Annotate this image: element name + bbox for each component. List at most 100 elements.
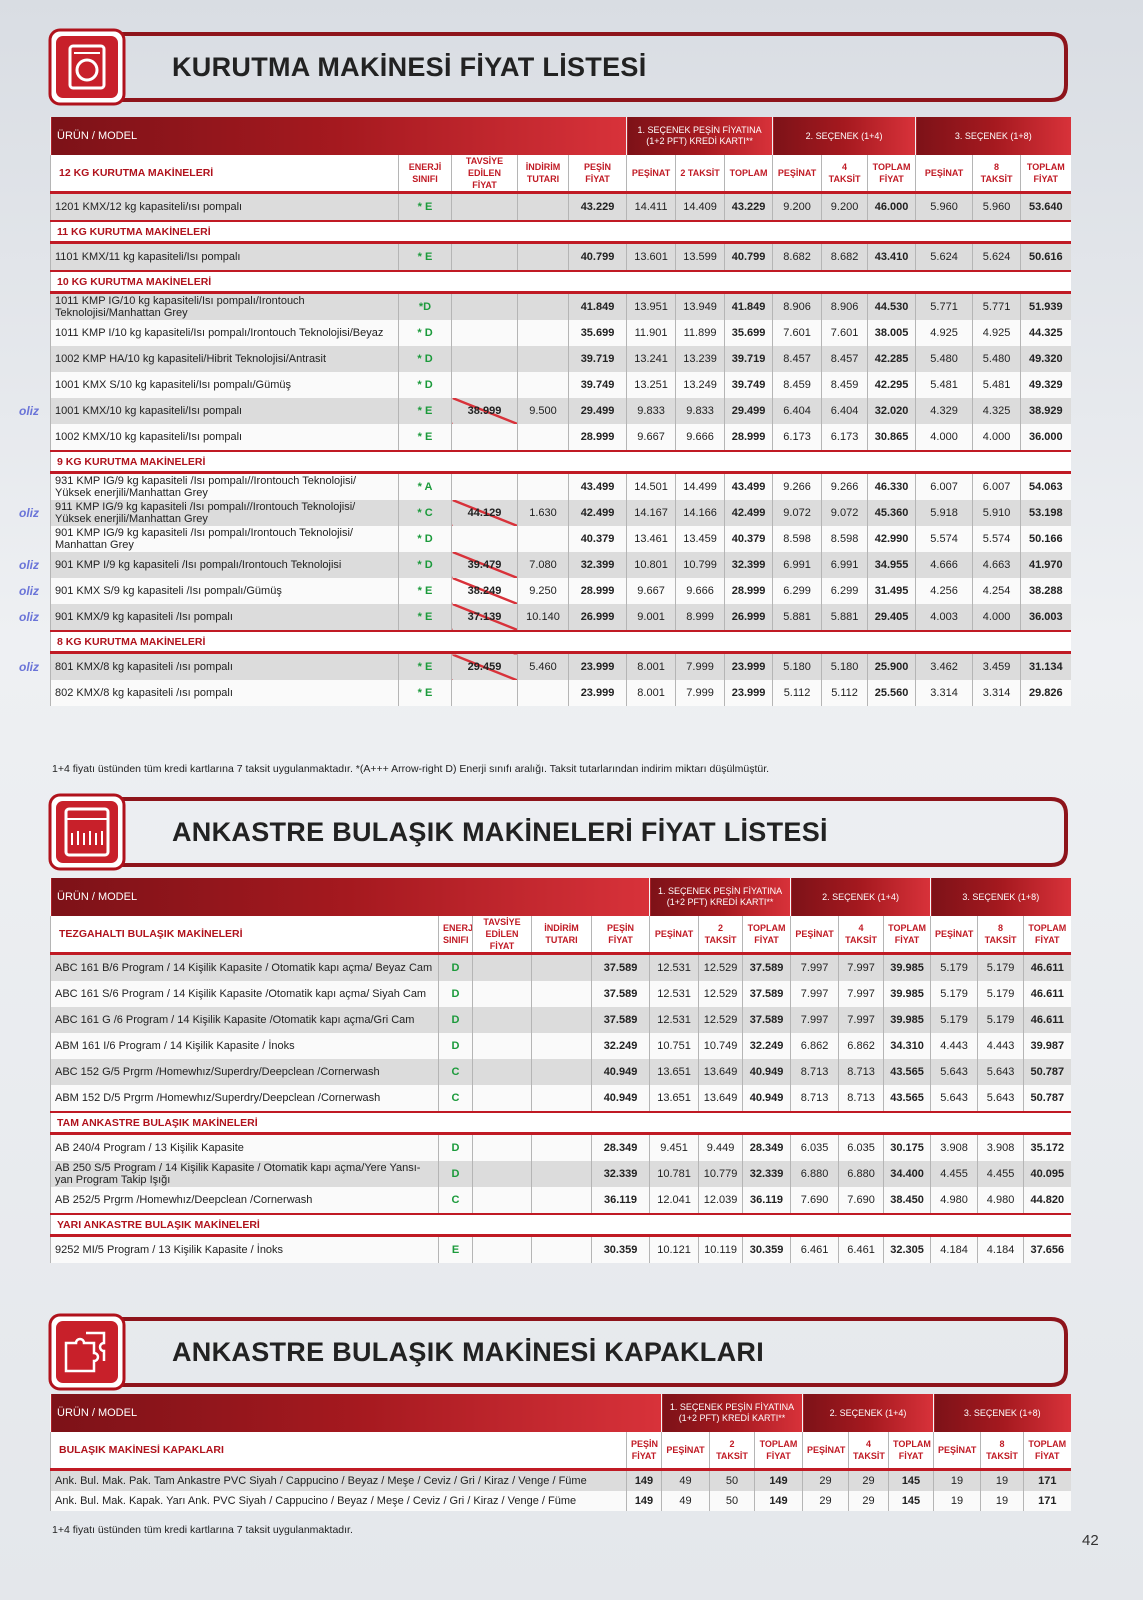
- price-cell: 23.999: [724, 652, 773, 680]
- price-cell: 5.460: [517, 652, 569, 680]
- price-cell: 19: [933, 1491, 981, 1511]
- column-header: PEŞİNAT: [802, 1432, 849, 1471]
- column-header: TOPLAM FİYAT: [742, 916, 791, 955]
- column-header: PEŞİNAT: [661, 1432, 710, 1471]
- price-cell: 35.172: [1023, 1133, 1071, 1161]
- price-cell: 7.997: [838, 1007, 884, 1033]
- price-cell: 6.862: [790, 1033, 839, 1059]
- price-cell: 46.611: [1023, 981, 1071, 1007]
- section-banner: ANKASTRE BULAŞIK MAKİNESİ KAPAKLARI: [46, 1313, 1076, 1393]
- price-cell: 10.140: [517, 604, 569, 631]
- note: 1+4 fiyatı üstünden tüm kredi kartlarına…: [52, 1524, 353, 1536]
- price-cell: 5.179: [930, 953, 978, 981]
- price-cell: 4.443: [977, 1033, 1024, 1059]
- price-cell: 4.000: [972, 424, 1021, 451]
- price-cell: 9.266: [772, 472, 822, 500]
- price-cell: 3.908: [930, 1133, 978, 1161]
- product-row: 901 KMX S/9 kg kapasiteli /Isı pompalı/G…: [19, 578, 1071, 604]
- price-cell: 49: [661, 1469, 710, 1491]
- price-cell: * D: [398, 346, 452, 372]
- price-cell: 13.951: [626, 292, 676, 320]
- price-cell: 4.925: [915, 320, 973, 346]
- price-cell: [517, 424, 569, 451]
- price-cell: 6.007: [915, 472, 973, 500]
- price-cell: 7.997: [790, 953, 839, 981]
- price-cell: 9.266: [821, 472, 868, 500]
- price-cell: 50.616: [1020, 242, 1071, 271]
- price-cell: 9.451: [649, 1133, 699, 1161]
- group-title: YARI ANKASTRE BULAŞIK MAKİNELERİ: [49, 1213, 1071, 1237]
- table-body: ÜRÜN / MODEL 1. SEÇENEK PEŞİN FİYATINA (1…: [50, 1394, 1071, 1511]
- header-option: 1. SEÇENEK PEŞİN FİYATINA (1+2 PFT) KRED…: [661, 1394, 803, 1432]
- price-cell: 4.455: [977, 1161, 1024, 1187]
- table: ÜRÜN / MODEL 1. SEÇENEK PEŞİN FİYATINA (1…: [19, 117, 1071, 706]
- price-cell: 5.481: [972, 372, 1021, 398]
- table: ÜRÜN / MODEL 1. SEÇENEK PEŞİN FİYATINA (1…: [49, 878, 1071, 1263]
- price-cell: 8.713: [790, 1059, 839, 1085]
- price-cell: 36.000: [1020, 424, 1071, 451]
- price-cell: 9.666: [675, 578, 725, 604]
- product-row: 1201 KMX/12 kg kapasiteli/ısı pompalı * E…: [50, 192, 1071, 221]
- product-model: 1201 KMX/12 kg kapasiteli/ısı pompalı: [50, 192, 399, 221]
- column-header: ENERJİ SINIFI: [438, 916, 473, 955]
- price-cell: 14.409: [675, 192, 725, 221]
- section-title: KURUTMA MAKİNESİ FİYAT LİSTESİ: [172, 52, 647, 82]
- price-cell: 38.005: [867, 320, 916, 346]
- price-cell: 13.649: [698, 1085, 743, 1112]
- price-cell: [531, 1007, 592, 1033]
- column-header: TOPLAM FİYAT: [1020, 155, 1071, 194]
- price-cell: [451, 472, 518, 500]
- header-option: 2. SEÇENEK (1+4): [802, 1394, 934, 1432]
- price-cell: 5.918: [915, 500, 973, 526]
- price-cell: 28.999: [567, 578, 627, 604]
- product-model: AB 240/4 Program / 13 Kişilik Kapasite: [50, 1133, 439, 1161]
- price-cell: 8.713: [838, 1059, 884, 1085]
- price-cell: 44.820: [1023, 1187, 1071, 1214]
- price-cell: [472, 1187, 532, 1214]
- price-cell: 5.910: [972, 500, 1021, 526]
- price-cell: 6.862: [838, 1033, 884, 1059]
- price-cell: 28.999: [724, 424, 773, 451]
- column-header: PEŞİNAT: [649, 916, 699, 955]
- price-cell: 53.198: [1020, 500, 1071, 526]
- price-cell: 145: [888, 1469, 934, 1491]
- price-cell: 38.288: [1020, 578, 1071, 604]
- price-cell: 13.651: [649, 1059, 699, 1085]
- product-row: ABC 152 G/5 Prgrm /Homewhız/Superdry/Dee…: [50, 1059, 1071, 1085]
- price-cell: 32.339: [590, 1161, 650, 1187]
- page-number: 42: [1082, 1532, 1099, 1549]
- price-cell: 14.411: [626, 192, 676, 221]
- price-cell: 39.719: [724, 346, 773, 372]
- table-body: ÜRÜN / MODEL 1. SEÇENEK PEŞİN FİYATINA (1…: [49, 878, 1071, 1263]
- column-header: ENERJİ SINIFI: [398, 155, 452, 194]
- price-cell: 5.881: [772, 604, 822, 631]
- price-cell: * E: [398, 680, 452, 706]
- price-cell: [472, 1085, 532, 1112]
- price-cell: 8.906: [821, 292, 868, 320]
- product-model: ABC 161 B/6 Program / 14 Kişilik Kapasit…: [50, 953, 439, 981]
- price-cell: 42.285: [867, 346, 916, 372]
- product-row: ABM 152 D/5 Prgrm /Homewhız/Superdry/Dee…: [50, 1085, 1071, 1112]
- price-cell: 29.826: [1020, 680, 1071, 706]
- price-cell: [531, 1033, 592, 1059]
- price-cell: 4.184: [930, 1235, 978, 1263]
- price-cell: 44.530: [867, 292, 916, 320]
- product-row: ABC 161 B/6 Program / 14 Kişilik Kapasit…: [50, 953, 1071, 981]
- price-cell: 5.643: [930, 1085, 978, 1112]
- price-cell: [472, 1007, 532, 1033]
- product-row: 1002 KMX/10 kg kapasiteli/Isı pompalı * E…: [50, 424, 1071, 451]
- product-row: ABC 161 G /6 Program / 14 Kişilik Kapasi…: [50, 1007, 1071, 1033]
- price-cell: 7.999: [675, 652, 725, 680]
- price-cell: 5.180: [821, 652, 868, 680]
- price-cell: 5.771: [915, 292, 973, 320]
- price-cell: 11.901: [626, 320, 676, 346]
- price-cell: 4.980: [930, 1187, 978, 1214]
- price-cell: 1.630: [517, 500, 569, 526]
- price-cell: [451, 372, 518, 398]
- column-header: TAVSİYE EDİLEN FİYAT: [472, 916, 532, 955]
- price-cell: 36.119: [590, 1187, 650, 1214]
- price-cell: 9.666: [675, 424, 725, 451]
- product-model: 802 KMX/8 kg kapasiteli /ısı pompalı: [50, 680, 399, 706]
- price-cell: * D: [398, 372, 452, 398]
- price-cell: 28.349: [742, 1133, 791, 1161]
